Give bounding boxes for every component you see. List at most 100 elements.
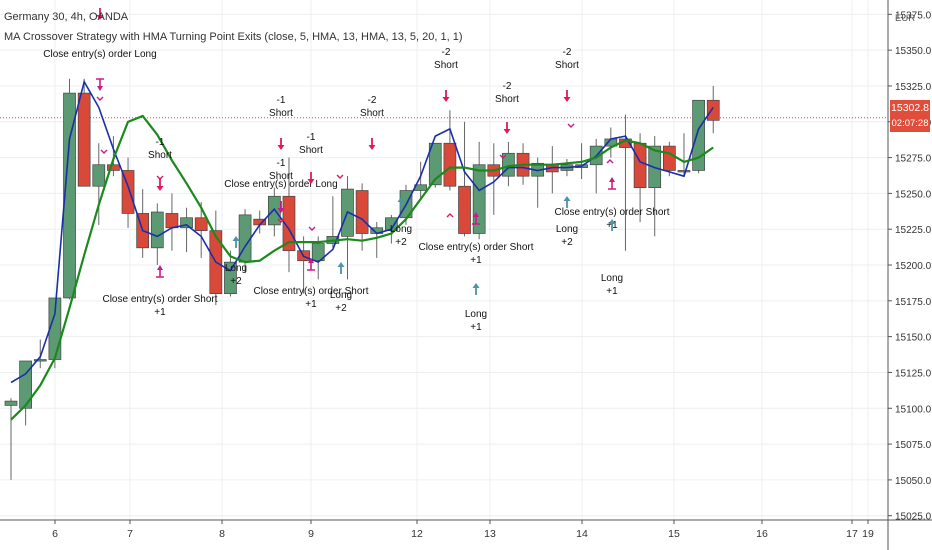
last-price-badge: 15302.8 (890, 100, 930, 116)
fill-marker-icon (499, 154, 507, 159)
fill-marker-icon (277, 218, 285, 223)
short-arrow-icon (368, 138, 376, 150)
candle-body (458, 185, 471, 234)
signal-label: Close entry(s) order Short (253, 286, 368, 297)
candle-body (633, 142, 647, 189)
y-tick-label: 15275.0 (895, 154, 932, 165)
signal-label: Close entry(s) order Short (102, 294, 217, 305)
signal-label: Short (148, 150, 172, 161)
x-tick-label: 9 (308, 528, 314, 540)
candle-body (677, 170, 691, 173)
grid-lines (0, 0, 888, 520)
y-tick-label: 15375.0 (895, 10, 932, 21)
y-tick-label: 15175.0 (895, 297, 932, 308)
y-tick-label: 15325.0 (895, 82, 932, 93)
fill-marker-icon (308, 226, 316, 231)
exit-arrow-icon (307, 258, 315, 271)
signal-label: +2 (561, 237, 573, 248)
x-tick-label: 17 (846, 528, 858, 540)
candles (4, 78, 720, 480)
signal-label: -2 (563, 47, 572, 58)
long-arrow-icon (472, 283, 480, 295)
signal-label: Short (360, 108, 384, 119)
fast-ma-line (10, 79, 714, 384)
candle-body (92, 164, 106, 187)
currency-label: EUR (895, 13, 916, 24)
signal-label: Short (269, 108, 293, 119)
candle-body (355, 190, 369, 234)
x-tick-label: 13 (484, 528, 496, 540)
x-tick-label: 12 (411, 528, 423, 540)
short-arrow-icon (156, 179, 164, 191)
long-arrow-icon (232, 236, 240, 248)
signal-label: -2 (442, 47, 451, 58)
fill-marker-icon (336, 174, 344, 179)
y-tick-label: 15100.0 (895, 404, 932, 415)
y-tick-label: 15350.0 (895, 46, 932, 57)
signal-label: Long (225, 263, 247, 274)
fill-marker-icon (606, 159, 614, 164)
long-arrow-icon (608, 219, 616, 231)
exit-arrow-icon (156, 265, 164, 278)
candle-body (19, 360, 32, 409)
fill-marker-icon (100, 149, 108, 154)
strategy-title[interactable]: MA Crossover Strategy with HMA Turning P… (4, 31, 463, 43)
short-arrow-icon (307, 172, 315, 184)
short-arrow-icon (96, 8, 104, 20)
fill-marker-icon (96, 96, 104, 101)
x-tick-label: 7 (127, 528, 133, 540)
signal-label: -2 (503, 81, 512, 92)
candle-body (194, 217, 208, 231)
candle-body (224, 261, 237, 295)
short-arrow-icon (442, 90, 450, 102)
y-tick-label: 15025.0 (895, 512, 932, 523)
candle-body (4, 400, 18, 406)
candle-body (662, 145, 676, 171)
long-arrow-icon (337, 262, 345, 274)
signal-label: Long (390, 224, 412, 235)
y-tick-label: 15200.0 (895, 261, 932, 272)
signal-label: -1 (307, 132, 316, 143)
signal-label: +1 (606, 286, 618, 297)
signal-label: Long (465, 309, 487, 320)
signal-label: Close entry(s) order Short (418, 242, 533, 253)
x-tick-label: 16 (756, 528, 768, 540)
candle-body (385, 217, 398, 231)
signal-label: Short (434, 60, 458, 71)
symbol-title[interactable]: Germany 30, 4h, OANDA (4, 11, 129, 23)
exit-arrow-icon (472, 212, 480, 225)
y-tick-label: 15050.0 (895, 476, 932, 487)
signal-label: +1 (154, 307, 166, 318)
fill-marker-icon (567, 123, 575, 128)
signal-label: -2 (368, 95, 377, 106)
y-tick-label: 15150.0 (895, 333, 932, 344)
bar-countdown-badge: 02:07:28 (890, 116, 930, 132)
x-tick-label: 14 (576, 528, 588, 540)
short-arrow-icon (277, 138, 285, 150)
candle-body (121, 170, 135, 214)
signal-label: -1 (277, 95, 286, 106)
fill-marker-icon (156, 175, 164, 180)
x-tick-label: 6 (52, 528, 58, 540)
candle-body (472, 164, 486, 234)
candle-body (311, 243, 325, 262)
candle-body (180, 217, 193, 229)
signal-label: +1 (470, 255, 482, 266)
candle-body (33, 359, 47, 362)
x-tick-label: 15 (668, 528, 680, 540)
signal-label: Long (601, 273, 623, 284)
signal-label: Close entry(s) order Long (224, 179, 337, 190)
candle-body (63, 92, 76, 299)
long-arrow-icon (397, 197, 405, 209)
y-tick-label: 15250.0 (895, 189, 932, 200)
signal-label: Short (495, 94, 519, 105)
signal-label: +2 (335, 303, 347, 314)
signal-label: -1 (156, 137, 165, 148)
y-tick-label: 15125.0 (895, 368, 932, 379)
candle-body (238, 214, 252, 263)
signal-label: Long (330, 290, 352, 301)
candle-body (150, 211, 164, 249)
signal-label: +2 (395, 237, 407, 248)
signal-label: +1 (470, 322, 482, 333)
